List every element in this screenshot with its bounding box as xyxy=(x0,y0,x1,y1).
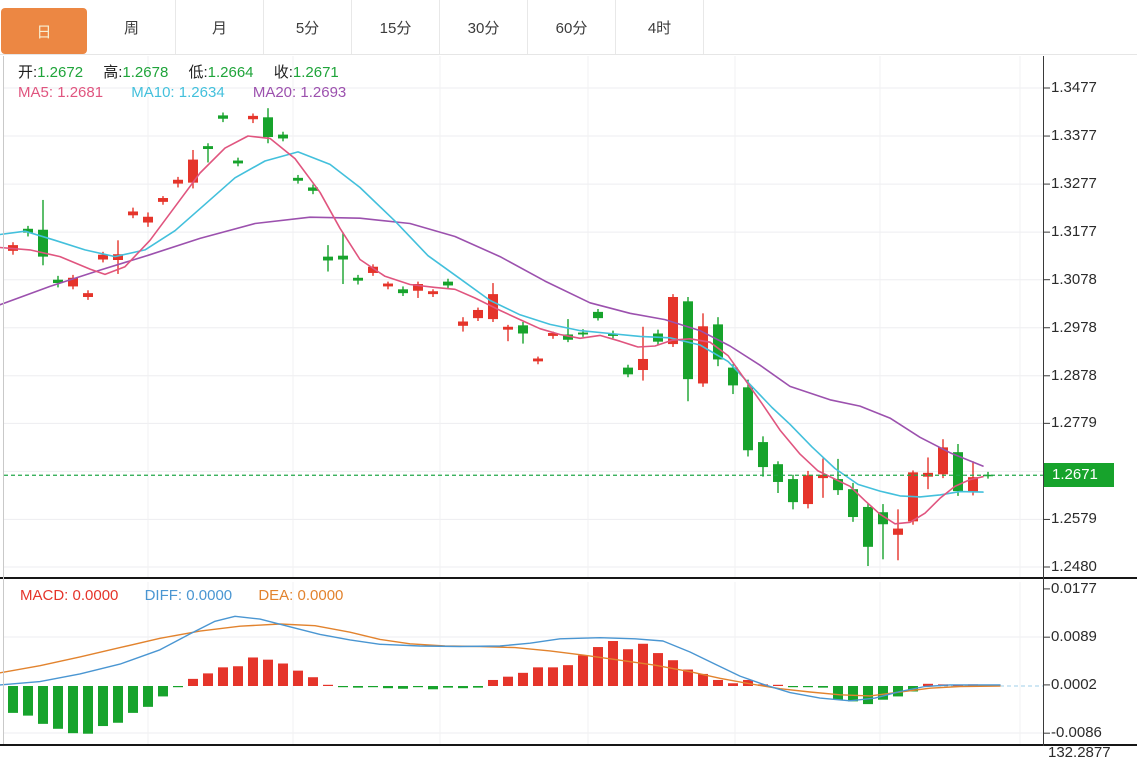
tab-60min[interactable]: 60分 xyxy=(528,0,616,54)
price-axis-label: 1.3277 xyxy=(1051,175,1097,193)
ohlc-legend: 开:1.2672 高:1.2678 低:1.2664 收:1.2671 xyxy=(18,61,339,82)
dea-label: DEA: xyxy=(258,587,294,604)
ma10-value: 1.2634 xyxy=(178,84,225,101)
axis-frame xyxy=(0,56,1137,746)
ma20-label: MA20: xyxy=(252,84,297,101)
grid-lines xyxy=(4,56,1043,744)
open-value: 1.2672 xyxy=(37,64,84,81)
price-axis-label: 1.3078 xyxy=(1051,270,1097,288)
price-axis-label: 1.3477 xyxy=(1051,79,1097,96)
price-axis-label: 1.2579 xyxy=(1051,510,1097,528)
macd-legend: MACD: 0.0000 DIFF: 0.0000 DEA: 0.0000 xyxy=(20,587,343,604)
open-label: 开: xyxy=(18,64,38,81)
tab-30min[interactable]: 30分 xyxy=(440,0,528,54)
tab-week[interactable]: 周 xyxy=(88,0,176,54)
ma20-value: 1.2693 xyxy=(300,84,347,101)
price-axis-label: 1.2480 xyxy=(1051,558,1097,575)
ma5-value: 1.2681 xyxy=(57,84,104,101)
ma-legend: MA5: 1.2681 MA10: 1.2634 MA20: 1.2693 xyxy=(18,84,346,101)
tab-month[interactable]: 月 xyxy=(176,0,264,54)
price-axis-label: 1.2978 xyxy=(1051,318,1097,336)
macd-chart xyxy=(0,615,1043,734)
ma5-label: MA5: xyxy=(18,84,54,101)
period-tabbar: 日周月 5分 15分 30分 60分 4时 xyxy=(0,0,1137,55)
tab-4hour[interactable]: 4时 xyxy=(616,0,704,54)
close-value: 1.2671 xyxy=(292,64,339,81)
macd-axis-label: 0.0089 xyxy=(1051,628,1097,646)
close-label: 收: xyxy=(273,64,293,81)
diff-label: DIFF: xyxy=(144,587,183,604)
macd-label: MACD: xyxy=(20,587,69,604)
price-axis-label: 1.3177 xyxy=(1051,223,1097,241)
current-price-badge: 1.2671 xyxy=(1044,463,1114,488)
tab-5min[interactable]: 5分 xyxy=(264,0,352,54)
tab-15min[interactable]: 15分 xyxy=(352,0,440,54)
macd-axis-label: 0.0177 xyxy=(1051,579,1097,597)
macd-value: 0.0000 xyxy=(72,587,119,604)
macd-axis-label: -0.0086 xyxy=(1051,724,1102,742)
price-axis-label: 1.3377 xyxy=(1051,127,1097,145)
macd-axis-label: 0.0002 xyxy=(1051,675,1097,693)
price-axis-label: 1.2878 xyxy=(1051,366,1097,384)
kline-chart xyxy=(0,108,1043,567)
price-axis-label: 1.2779 xyxy=(1051,414,1097,432)
low-label: 低: xyxy=(188,64,208,81)
diff-value: 0.0000 xyxy=(186,587,233,604)
low-value: 1.2664 xyxy=(207,64,254,81)
ma10-label: MA10: xyxy=(131,84,175,101)
macd-axis-label-clipped: 132.2877 xyxy=(1048,744,1111,761)
dea-value: 0.0000 xyxy=(297,587,344,604)
tab-day[interactable]: 日 xyxy=(0,0,88,54)
high-label: 高: xyxy=(103,64,123,81)
high-value: 1.2678 xyxy=(122,64,169,81)
